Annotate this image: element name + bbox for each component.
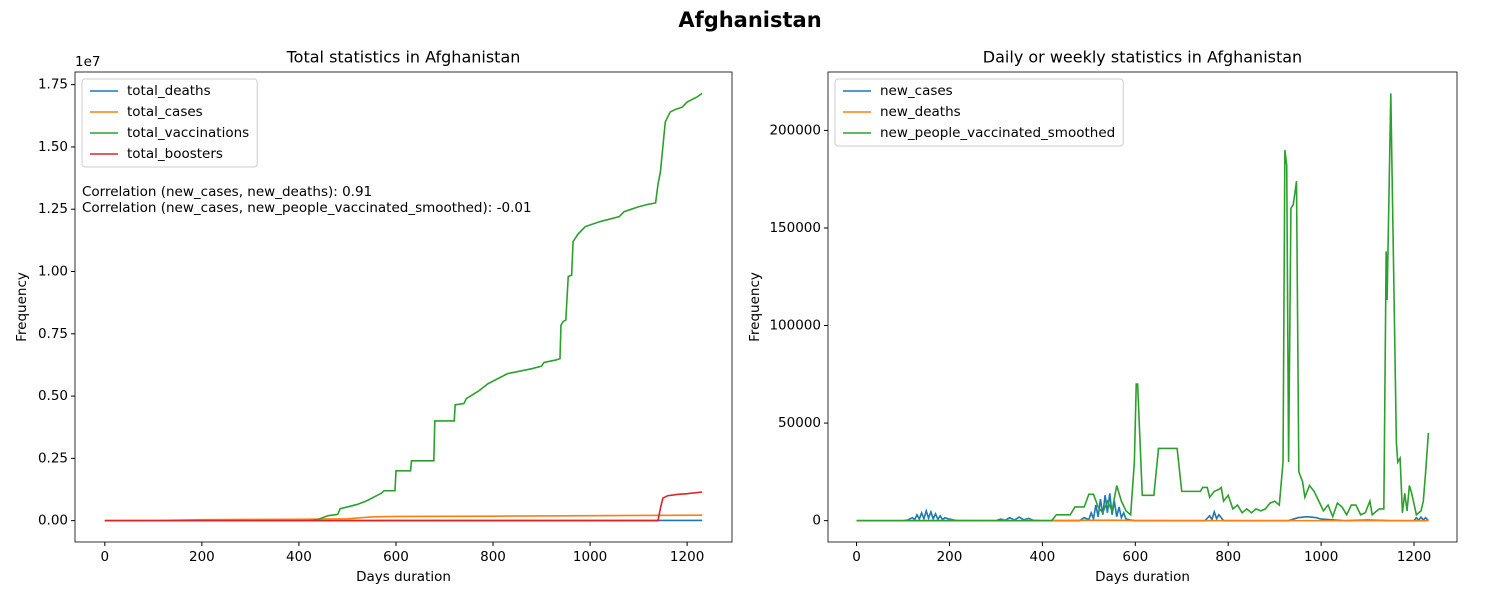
legend-label: total_deaths [127, 83, 211, 99]
y-tick-label: 0.25 [38, 450, 68, 466]
axes-title: Daily or weekly statistics in Afghanista… [983, 48, 1302, 67]
y-tick-label: 50000 [778, 415, 821, 431]
x-tick-label: 1000 [1304, 549, 1338, 565]
x-tick-label: 1200 [670, 549, 704, 565]
legend-label: total_vaccinations [127, 125, 249, 141]
x-tick-label: 800 [480, 549, 506, 565]
y-tick-label: 150000 [769, 220, 821, 236]
x-tick-label: 0 [101, 549, 110, 565]
legend: total_deaths total_cases total_vaccination… [82, 79, 257, 167]
x-tick-label: 600 [1122, 549, 1148, 565]
x-tick-label: 1000 [573, 549, 607, 565]
legend: new_cases new_deaths new_people_vaccinated… [835, 79, 1123, 146]
annotation: Correlation (new_cases, new_deaths): 0.9… [82, 184, 372, 200]
x-tick-label: 600 [383, 549, 409, 565]
x-tick-label: 800 [1215, 549, 1241, 565]
y-offset-text: 1e7 [75, 54, 100, 70]
x-tick-label: 200 [937, 549, 963, 565]
y-tick-label: 100000 [769, 318, 821, 334]
y-tick-label: 200000 [769, 122, 821, 138]
figure-title: Afghanistan [678, 8, 821, 32]
y-tick-label: 0.50 [38, 388, 68, 404]
y-tick-label: 1.50 [38, 139, 68, 155]
y-tick-label: 0.00 [38, 513, 68, 529]
x-tick-label: 200 [189, 549, 215, 565]
y-axis-label: Frequency [14, 272, 30, 342]
x-axis-label: Days duration [1095, 569, 1190, 585]
axes-title: Total statistics in Afghanistan [286, 48, 521, 67]
y-tick-label: 0.75 [38, 326, 68, 342]
legend-label: total_boosters [127, 146, 223, 162]
x-tick-label: 1200 [1397, 549, 1431, 565]
y-axis-label: Frequency [747, 272, 763, 342]
y-tick-label: 1.25 [38, 201, 68, 217]
legend-label: total_cases [127, 104, 203, 120]
legend-label: new_deaths [880, 104, 961, 120]
x-tick-label: 0 [852, 549, 861, 565]
legend-label: new_cases [880, 83, 953, 99]
y-tick-label: 1.75 [38, 77, 68, 93]
annotation: Correlation (new_cases, new_people_vacci… [82, 200, 532, 216]
x-axis-label: Days duration [356, 569, 451, 585]
y-tick-label: 1.00 [38, 263, 68, 279]
x-tick-label: 400 [1029, 549, 1055, 565]
y-tick-label: 0 [812, 513, 821, 529]
x-tick-label: 400 [286, 549, 312, 565]
legend-label: new_people_vaccinated_smoothed [880, 125, 1115, 141]
